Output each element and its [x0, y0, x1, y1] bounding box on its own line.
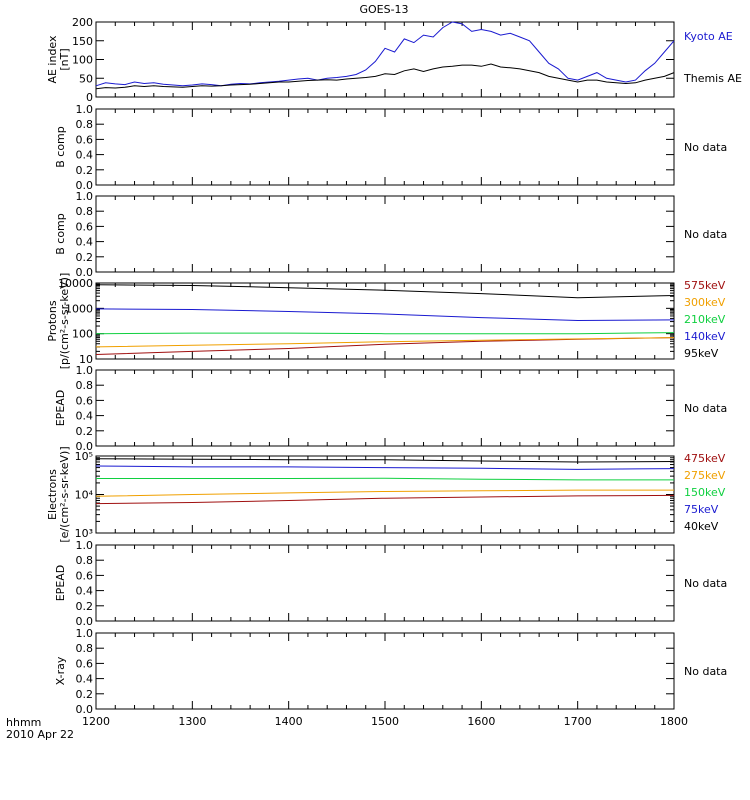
no-data-label: No data	[684, 402, 727, 415]
y-tick-label: 0.0	[76, 266, 94, 279]
y-tick-label: 0.4	[76, 585, 94, 598]
y-tick-label: 0.0	[76, 615, 94, 628]
y-tick-label: 10⁴	[75, 489, 94, 502]
plot-title: GOES-13	[359, 3, 408, 16]
footer-line2: 2010 Apr 22	[6, 728, 74, 741]
y-tick-label: 10³	[75, 527, 93, 540]
series-line-themis-ae	[95, 63, 675, 90]
y-axis-label: AE index	[46, 35, 59, 84]
no-data-label: No data	[684, 665, 727, 678]
series-line-95kev	[95, 284, 675, 299]
y-axis-label: B comp	[54, 213, 67, 255]
y-tick-label: 0.2	[76, 164, 94, 177]
series-line-150kev	[96, 477, 674, 481]
y-axis-label: B comp	[54, 126, 67, 168]
y-tick-label: 0.2	[76, 688, 94, 701]
panel-frame-4	[95, 369, 675, 447]
y-tick-label: 100	[72, 54, 93, 67]
y-tick-label: 50	[79, 72, 93, 85]
y-tick-label: 100	[72, 328, 93, 341]
y-axis-label: Electrons	[46, 469, 59, 520]
x-tick-label: 1600	[467, 715, 495, 728]
y-tick-label: 0.6	[76, 220, 94, 233]
legend-entry: 140keV	[684, 330, 726, 343]
panels: 0 50 100 150 200 AE index [nT] Kyoto AE Themis A…	[46, 16, 742, 728]
y-tick-label: 0.8	[76, 642, 94, 655]
series-line-140kev	[95, 308, 675, 322]
y-tick-label: 0.4	[76, 410, 94, 423]
y-tick-label: 1.0	[76, 364, 94, 377]
y-tick-label: 10	[79, 353, 93, 366]
x-tick-label: 1800	[660, 715, 688, 728]
y-tick-label: 0.2	[76, 600, 94, 613]
x-tick-label: 1300	[178, 715, 206, 728]
y-tick-label: 10000	[58, 277, 93, 290]
y-tick-label: 10⁵	[75, 450, 93, 463]
y-axis-label: Protons	[46, 300, 59, 341]
y-tick-label: 200	[72, 16, 93, 29]
series-line-210kev	[95, 332, 675, 335]
y-tick-label: 150	[72, 35, 93, 48]
legend-entry: Themis AE	[683, 72, 742, 85]
series-line-275kev	[95, 489, 674, 497]
panel-frame-6	[95, 544, 675, 622]
y-tick-label: 1.0	[76, 190, 94, 203]
panel-frame-1	[95, 108, 675, 186]
y-tick-label: 0.6	[76, 569, 94, 582]
legend-entry: 95keV	[684, 347, 719, 360]
y-axis-label: [nT]	[58, 48, 71, 70]
y-tick-label: 0.6	[76, 394, 94, 407]
y-tick-label: 0.2	[76, 251, 94, 264]
y-tick-label: 0	[86, 91, 93, 104]
legend-entry: 575keV	[684, 279, 726, 292]
y-tick-label: 0.6	[76, 133, 94, 146]
y-tick-label: 0.4	[76, 149, 94, 162]
y-tick-label: 0.8	[76, 118, 94, 131]
y-tick-label: 0.4	[76, 673, 94, 686]
x-tick-label: 1700	[564, 715, 592, 728]
y-tick-label: 1.0	[76, 539, 94, 552]
series-line-40kev	[95, 458, 675, 463]
no-data-label: No data	[684, 577, 727, 590]
legend-entry: 300keV	[684, 296, 726, 309]
series-line-kyoto-ae	[95, 21, 675, 87]
series-line-300kev	[95, 337, 675, 348]
y-axis-label: [e/(cm²-s-sr-keV)]	[58, 446, 71, 542]
series-line-475kev	[95, 494, 675, 505]
y-tick-label: 0.8	[76, 205, 94, 218]
y-axis-label: EPEAD	[54, 390, 67, 427]
y-tick-label: 0.4	[76, 236, 94, 249]
legend-entry: 275keV	[684, 469, 726, 482]
y-axis-label: [p/(cm²-s-sr-keV)]	[58, 273, 71, 370]
y-tick-label: 0.6	[76, 657, 94, 670]
y-tick-label: 1000	[65, 302, 93, 315]
y-tick-label: 0.8	[76, 379, 94, 392]
y-tick-label: 0.0	[76, 440, 94, 453]
footer-line1: hhmm	[6, 716, 41, 729]
y-tick-label: 0.0	[76, 703, 94, 716]
x-tick-label: 1400	[275, 715, 303, 728]
y-axis-label: X-ray	[54, 656, 67, 685]
y-tick-label: 0.8	[76, 554, 94, 567]
panel-frame-2	[95, 195, 675, 273]
legend-entry: 210keV	[684, 313, 726, 326]
no-data-label: No data	[684, 141, 727, 154]
series-line-75kev	[95, 465, 675, 470]
y-tick-label: 0.0	[76, 179, 94, 192]
legend-entry: 40keV	[684, 520, 719, 533]
y-tick-label: 0.2	[76, 425, 94, 438]
legend-entry: Kyoto AE	[684, 30, 733, 43]
legend-entry: 75keV	[684, 503, 719, 516]
no-data-label: No data	[684, 228, 727, 241]
legend-entry: 150keV	[684, 486, 726, 499]
legend-entry: 475keV	[684, 452, 726, 465]
x-tick-label: 1200	[82, 715, 110, 728]
x-tick-label: 1500	[371, 715, 399, 728]
y-axis-label: EPEAD	[54, 565, 67, 602]
y-tick-label: 1.0	[76, 627, 94, 640]
panel-frame-3	[95, 282, 675, 360]
panel-frame-7	[95, 632, 675, 710]
y-tick-label: 1.0	[76, 103, 94, 116]
